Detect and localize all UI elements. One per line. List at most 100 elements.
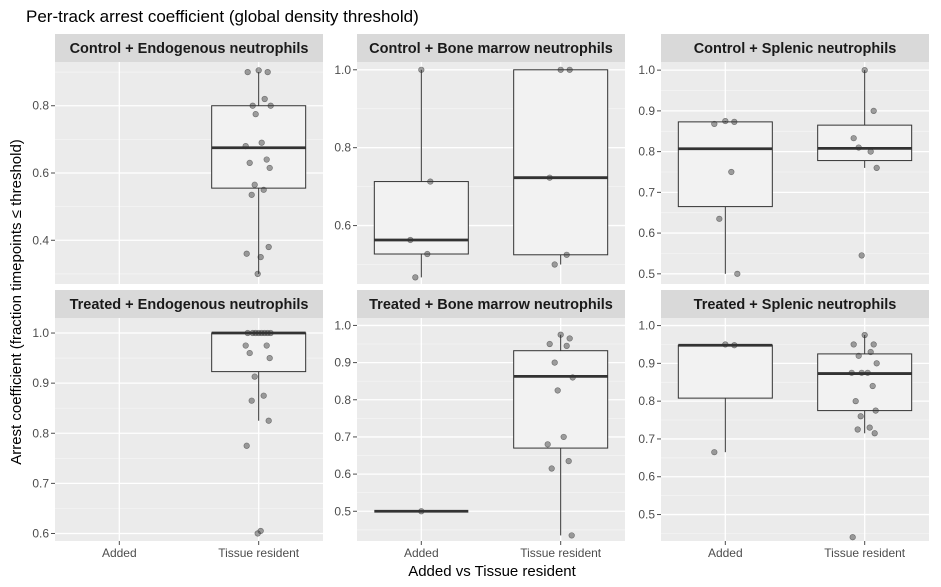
y-tick-label: 0.8 bbox=[334, 393, 351, 407]
data-point bbox=[254, 270, 261, 278]
data-point bbox=[251, 181, 258, 188]
y-tick-label: 0.4 bbox=[32, 233, 49, 247]
data-point bbox=[255, 67, 262, 74]
y-tick-label: 0.6 bbox=[334, 219, 351, 233]
data-point bbox=[855, 144, 862, 151]
y-axis-title: Arrest coefficient (fraction timepoints … bbox=[8, 139, 25, 465]
data-point bbox=[257, 253, 264, 261]
data-point bbox=[265, 417, 272, 424]
data-point bbox=[248, 397, 255, 404]
facet-panel: Treated + Endogenous neutrophils 0.6 0.7 0.… bbox=[32, 290, 323, 560]
data-point bbox=[551, 261, 558, 268]
data-point bbox=[258, 329, 265, 337]
facet-strip bbox=[55, 290, 323, 318]
data-point bbox=[551, 359, 558, 366]
y-tick-label: 0.9 bbox=[334, 356, 351, 370]
facet-strip bbox=[55, 34, 323, 62]
y-tick-label: 0.6 bbox=[334, 467, 351, 481]
box-body bbox=[677, 344, 773, 399]
y-tick-label: 1.0 bbox=[638, 63, 655, 77]
box-tissue-resident bbox=[817, 67, 913, 259]
x-tick-label: Added bbox=[404, 546, 439, 560]
data-point bbox=[867, 348, 874, 356]
data-point bbox=[424, 250, 431, 258]
y-tick-label: 0.6 bbox=[32, 166, 49, 180]
facet-panel: Treated + Splenic neutrophils 0.5 0.6 0.7 0.… bbox=[638, 290, 929, 560]
data-point bbox=[873, 360, 880, 367]
box-body bbox=[677, 121, 773, 208]
y-tick-label: 1.0 bbox=[334, 63, 351, 77]
y-tick-label: 0.5 bbox=[638, 508, 655, 522]
facet-panel: Treated + Bone marrow neutrophils 0.5 0.6 0… bbox=[334, 290, 625, 560]
data-point bbox=[866, 424, 873, 431]
y-tick-label: 0.7 bbox=[638, 432, 655, 446]
data-point bbox=[252, 111, 259, 118]
x-tick-label: Tissue resident bbox=[520, 546, 602, 560]
data-point bbox=[427, 178, 434, 185]
data-point bbox=[546, 340, 553, 348]
data-point bbox=[548, 465, 555, 472]
box-body bbox=[817, 124, 913, 162]
data-point bbox=[266, 164, 273, 172]
facet-strip bbox=[357, 290, 625, 318]
data-point bbox=[544, 441, 551, 448]
box-tissue-resident bbox=[211, 329, 307, 537]
box-tissue-resident bbox=[211, 67, 307, 278]
panels: Control + Endogenous neutrophils 0.4 0.6 0.… bbox=[32, 34, 929, 560]
box-added bbox=[677, 117, 773, 277]
data-point bbox=[864, 369, 871, 376]
data-point bbox=[242, 142, 249, 150]
data-point bbox=[870, 341, 877, 348]
data-point bbox=[855, 352, 862, 359]
y-tick-label: 1.0 bbox=[334, 318, 351, 332]
y-tick-label: 0.6 bbox=[32, 526, 49, 540]
box-tissue-resident bbox=[513, 66, 609, 268]
data-point bbox=[418, 66, 425, 73]
data-point bbox=[243, 442, 250, 449]
facet-strip-label: Treated + Endogenous neutrophils bbox=[70, 297, 309, 313]
data-point bbox=[412, 274, 419, 281]
data-point bbox=[546, 174, 553, 181]
data-point bbox=[260, 186, 267, 193]
data-point bbox=[566, 335, 573, 342]
data-point bbox=[711, 449, 718, 456]
data-point bbox=[867, 148, 874, 155]
y-tick-label: 1.0 bbox=[32, 326, 49, 340]
data-point bbox=[854, 426, 861, 433]
data-point bbox=[264, 68, 271, 76]
y-tick-label: 0.8 bbox=[638, 394, 655, 408]
data-point bbox=[260, 392, 267, 399]
data-point bbox=[242, 342, 249, 349]
data-point bbox=[265, 243, 272, 251]
box-body bbox=[211, 332, 307, 373]
y-tick-label: 0.8 bbox=[32, 99, 49, 113]
y-tick-label: 1.0 bbox=[638, 319, 655, 333]
data-point bbox=[261, 95, 268, 103]
facet-strip-label: Treated + Splenic neutrophils bbox=[694, 297, 897, 313]
x-tick-label: Added bbox=[102, 546, 137, 560]
data-point bbox=[563, 342, 570, 349]
data-point bbox=[252, 329, 259, 337]
data-point bbox=[246, 349, 253, 357]
data-point bbox=[728, 168, 735, 176]
x-tick-label: Tissue resident bbox=[824, 546, 906, 560]
data-point bbox=[258, 139, 265, 146]
y-tick-label: 0.9 bbox=[32, 376, 49, 390]
y-tick-label: 0.8 bbox=[638, 145, 655, 159]
facet-panel: Control + Splenic neutrophils 0.5 0.6 0.7 0.… bbox=[638, 34, 929, 284]
data-point bbox=[870, 107, 877, 114]
x-axis-title: Added vs Tissue resident bbox=[408, 563, 576, 580]
data-point bbox=[872, 407, 879, 414]
y-tick-label: 0.9 bbox=[638, 104, 655, 118]
data-point bbox=[557, 66, 564, 73]
data-point bbox=[850, 135, 857, 142]
y-tick-label: 0.7 bbox=[32, 476, 49, 490]
y-tick-label: 0.8 bbox=[32, 426, 49, 440]
y-tick-label: 0.6 bbox=[638, 226, 655, 240]
y-tick-label: 0.5 bbox=[638, 267, 655, 281]
data-point bbox=[568, 532, 575, 539]
data-point bbox=[267, 329, 274, 337]
box-body bbox=[513, 350, 609, 449]
data-point bbox=[850, 341, 857, 348]
data-point bbox=[418, 508, 425, 515]
